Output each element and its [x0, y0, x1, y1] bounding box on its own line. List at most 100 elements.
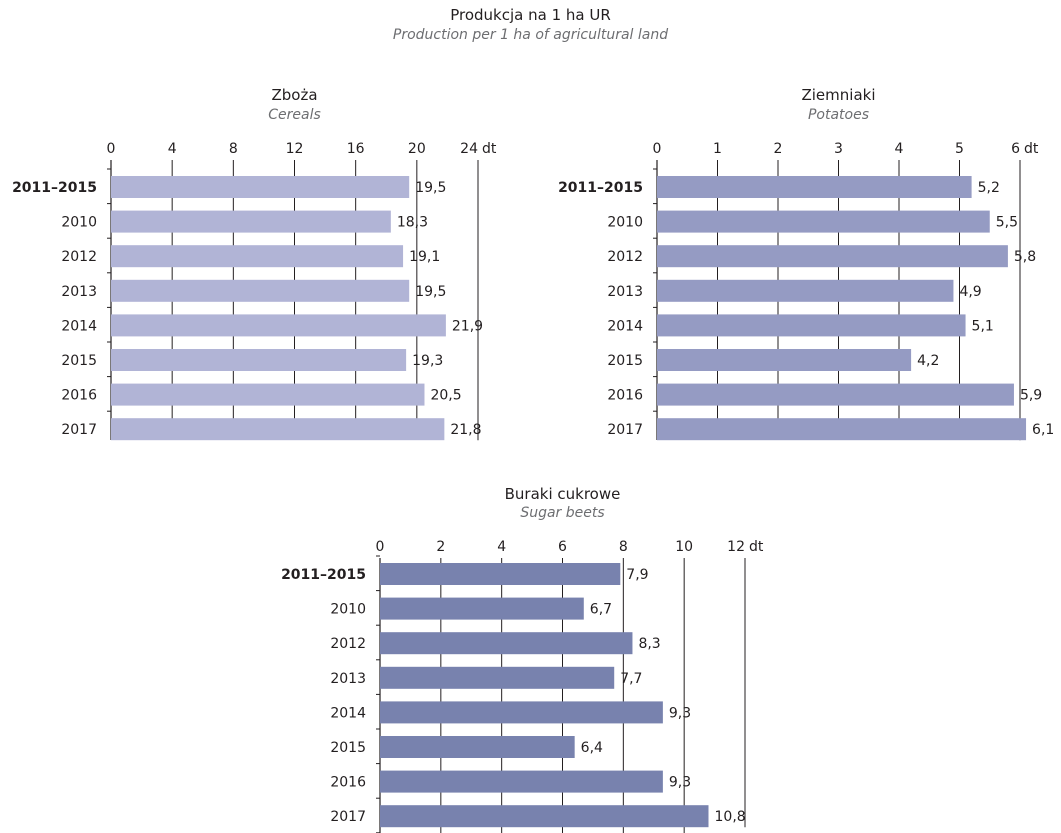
data-label: 6,1	[1032, 422, 1054, 438]
bar	[380, 632, 633, 655]
data-label: 5,2	[978, 180, 1000, 196]
data-label: 18,3	[397, 215, 428, 231]
data-label: 19,3	[412, 353, 443, 369]
category-label: 2012	[330, 636, 366, 652]
unit-label: dt	[1024, 141, 1039, 157]
tick-label: 5	[955, 141, 964, 157]
tick-label: 4	[168, 141, 177, 157]
category-label: 2013	[607, 284, 643, 300]
category-label: 2017	[61, 422, 97, 438]
data-label: 5,1	[972, 318, 994, 334]
data-label: 21,9	[452, 318, 483, 334]
data-label: 19,5	[415, 180, 446, 196]
category-label: 2013	[61, 284, 97, 300]
cereals-subtitle: Cereals	[268, 107, 321, 123]
tick-label: 8	[229, 141, 238, 157]
category-label: 2010	[61, 215, 97, 231]
cereals-title: Zboża	[271, 86, 317, 104]
category-label: 2012	[607, 249, 643, 265]
bar	[380, 666, 615, 689]
bar	[657, 349, 912, 371]
bar	[380, 736, 575, 758]
bar	[111, 176, 410, 198]
data-label: 9,3	[669, 775, 691, 791]
data-label: 6,4	[581, 740, 603, 756]
data-label: 5,9	[1020, 388, 1042, 404]
bar	[657, 314, 966, 337]
tick-label: 8	[619, 539, 628, 555]
bar	[380, 770, 663, 793]
bar	[111, 245, 404, 268]
category-label: 2010	[330, 602, 366, 618]
category-label: 2013	[330, 671, 366, 687]
bar	[111, 314, 446, 337]
category-label: 2015	[607, 353, 643, 369]
sugar-beets-title: Buraki cukrowe	[505, 485, 621, 503]
category-label: 2017	[330, 809, 366, 825]
tick-label: 12	[286, 141, 304, 157]
data-label: 8,3	[638, 636, 660, 652]
bar	[111, 418, 445, 441]
bar	[657, 279, 954, 302]
data-label: 20,5	[430, 388, 461, 404]
main-title: Produkcja na 1 ha UR	[450, 6, 611, 24]
potatoes-title: Ziemniaki	[801, 86, 875, 104]
tick-label: 6	[1011, 141, 1020, 157]
category-label: 2017	[607, 422, 643, 438]
data-label: 5,8	[1014, 249, 1036, 265]
bar	[380, 597, 584, 620]
category-label: 2014	[330, 705, 366, 721]
tick-label: 10	[675, 539, 693, 555]
tick-label: 0	[653, 141, 662, 157]
bar	[111, 349, 407, 371]
data-label: 7,9	[626, 567, 648, 583]
bar	[380, 563, 621, 585]
category-label: 2014	[607, 318, 643, 334]
tick-label: 3	[834, 141, 843, 157]
tick-label: 12	[727, 539, 745, 555]
bar	[380, 701, 663, 724]
bar	[380, 805, 709, 828]
tick-label: 6	[558, 539, 567, 555]
category-label: 2015	[61, 353, 97, 369]
category-label: 2010	[607, 215, 643, 231]
category-label: 2016	[607, 388, 643, 404]
category-label: 2016	[61, 388, 97, 404]
tick-label: 4	[497, 539, 506, 555]
data-label: 4,9	[959, 284, 981, 300]
bar	[111, 383, 425, 406]
potatoes-subtitle: Potatoes	[808, 107, 869, 123]
bar	[657, 245, 1008, 268]
tick-label: 0	[107, 141, 116, 157]
bar	[657, 418, 1027, 441]
tick-label: 16	[347, 141, 365, 157]
data-label: 6,7	[590, 602, 612, 618]
data-label: 19,1	[409, 249, 440, 265]
bar	[657, 176, 972, 198]
data-label: 4,2	[917, 353, 939, 369]
category-label: 2014	[61, 318, 97, 334]
bar	[111, 279, 410, 302]
category-label: 2012	[61, 249, 97, 265]
tick-label: 24	[460, 141, 478, 157]
category-label: 2011–2015	[12, 180, 97, 196]
category-label: 2011–2015	[281, 567, 366, 583]
sugar-beets-subtitle: Sugar beets	[520, 505, 604, 521]
category-label: 2011–2015	[558, 180, 643, 196]
data-label: 21,8	[450, 422, 481, 438]
data-label: 19,5	[415, 284, 446, 300]
tick-label: 0	[376, 539, 385, 555]
data-label: 7,7	[620, 671, 642, 687]
bar	[111, 210, 391, 233]
tick-label: 20	[408, 141, 426, 157]
tick-label: 4	[895, 141, 904, 157]
data-label: 10,8	[715, 809, 746, 825]
unit-label: dt	[749, 539, 764, 555]
data-label: 9,3	[669, 705, 691, 721]
unit-label: dt	[482, 141, 497, 157]
tick-label: 1	[713, 141, 722, 157]
data-label: 5,5	[996, 215, 1018, 231]
